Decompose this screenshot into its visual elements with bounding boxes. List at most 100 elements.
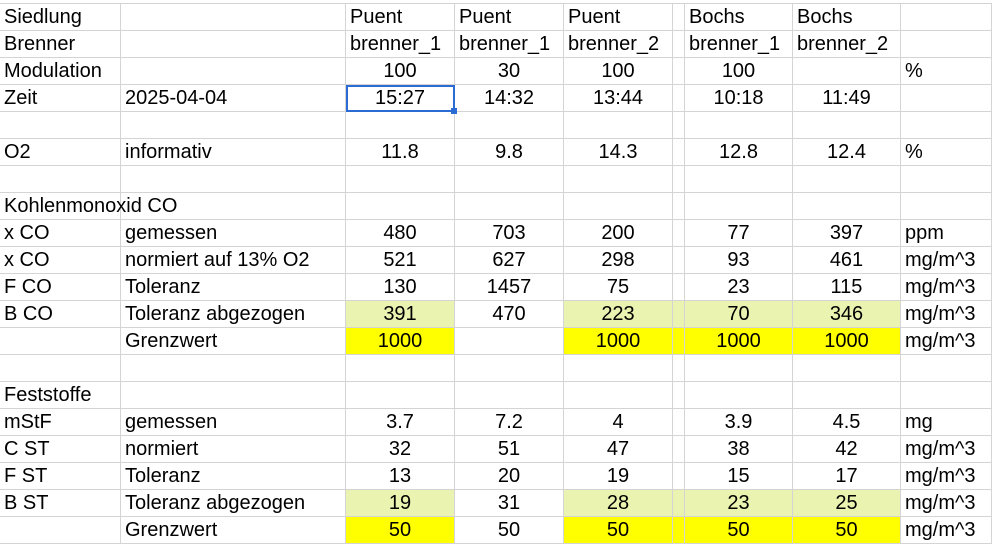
- table-cell[interactable]: [901, 112, 992, 139]
- table-cell[interactable]: 50: [346, 517, 455, 544]
- table-cell[interactable]: [346, 355, 455, 382]
- table-cell[interactable]: [793, 382, 901, 409]
- table-cell[interactable]: brenner_1: [346, 31, 455, 58]
- table-cell[interactable]: 14:32: [455, 85, 564, 112]
- table-cell[interactable]: [673, 409, 685, 436]
- table-cell[interactable]: Grenzwert: [121, 517, 346, 544]
- table-cell[interactable]: [673, 436, 685, 463]
- table-cell[interactable]: 70: [685, 301, 793, 328]
- table-cell[interactable]: 200: [564, 220, 673, 247]
- table-cell[interactable]: [121, 166, 346, 193]
- table-cell[interactable]: [121, 31, 346, 58]
- table-cell[interactable]: Toleranz: [121, 463, 346, 490]
- table-cell[interactable]: [0, 355, 121, 382]
- table-cell[interactable]: [564, 382, 673, 409]
- table-cell[interactable]: 31: [455, 490, 564, 517]
- table-cell[interactable]: 461: [793, 247, 901, 274]
- table-cell[interactable]: 7.2: [455, 409, 564, 436]
- table-cell[interactable]: 3.7: [346, 409, 455, 436]
- table-cell[interactable]: O2: [0, 139, 121, 166]
- table-cell[interactable]: Bochs: [685, 4, 793, 31]
- table-cell[interactable]: 14.3: [564, 139, 673, 166]
- table-cell[interactable]: [793, 193, 901, 220]
- table-cell[interactable]: [121, 58, 346, 85]
- table-cell[interactable]: [685, 382, 793, 409]
- table-cell[interactable]: 4.5: [793, 409, 901, 436]
- table-cell[interactable]: x CO: [0, 247, 121, 274]
- table-cell[interactable]: mg/m^3: [901, 436, 992, 463]
- table-cell[interactable]: brenner_2: [564, 31, 673, 58]
- table-cell[interactable]: 130: [346, 274, 455, 301]
- table-cell[interactable]: [673, 31, 685, 58]
- table-cell[interactable]: gemessen: [121, 409, 346, 436]
- table-cell[interactable]: 15:27: [346, 85, 455, 112]
- table-cell[interactable]: 32: [346, 436, 455, 463]
- table-cell[interactable]: mg/m^3: [901, 328, 992, 355]
- table-cell[interactable]: 9.8: [455, 139, 564, 166]
- table-cell[interactable]: 1457: [455, 274, 564, 301]
- table-cell[interactable]: 1000: [564, 328, 673, 355]
- table-cell[interactable]: [673, 112, 685, 139]
- table-cell[interactable]: 13:44: [564, 85, 673, 112]
- table-cell[interactable]: 51: [455, 436, 564, 463]
- table-cell[interactable]: [673, 139, 685, 166]
- table-cell[interactable]: [793, 166, 901, 193]
- table-cell[interactable]: 17: [793, 463, 901, 490]
- table-cell[interactable]: [346, 193, 455, 220]
- table-cell[interactable]: F ST: [0, 463, 121, 490]
- table-cell[interactable]: [673, 463, 685, 490]
- table-cell[interactable]: 100: [564, 58, 673, 85]
- table-cell[interactable]: mg/m^3: [901, 247, 992, 274]
- table-cell[interactable]: [901, 355, 992, 382]
- table-cell[interactable]: 25: [793, 490, 901, 517]
- table-cell[interactable]: [901, 382, 992, 409]
- table-cell[interactable]: x CO: [0, 220, 121, 247]
- table-cell[interactable]: 346: [793, 301, 901, 328]
- table-cell[interactable]: 42: [793, 436, 901, 463]
- table-cell[interactable]: 75: [564, 274, 673, 301]
- table-cell[interactable]: [793, 112, 901, 139]
- table-cell[interactable]: mg/m^3: [901, 517, 992, 544]
- table-cell[interactable]: Toleranz: [121, 274, 346, 301]
- table-cell[interactable]: 93: [685, 247, 793, 274]
- table-cell[interactable]: brenner_1: [455, 31, 564, 58]
- table-cell[interactable]: 77: [685, 220, 793, 247]
- table-cell[interactable]: [673, 382, 685, 409]
- table-cell[interactable]: [564, 112, 673, 139]
- table-cell[interactable]: [901, 4, 992, 31]
- table-cell[interactable]: 23: [685, 274, 793, 301]
- table-cell[interactable]: F CO: [0, 274, 121, 301]
- table-cell[interactable]: 20: [455, 463, 564, 490]
- table-cell[interactable]: [673, 490, 685, 517]
- table-cell[interactable]: 298: [564, 247, 673, 274]
- table-cell[interactable]: 627: [455, 247, 564, 274]
- table-cell[interactable]: 19: [564, 463, 673, 490]
- table-cell[interactable]: [685, 193, 793, 220]
- table-cell[interactable]: [346, 382, 455, 409]
- table-cell[interactable]: ppm: [901, 220, 992, 247]
- table-cell[interactable]: [0, 517, 121, 544]
- table-cell[interactable]: Grenzwert: [121, 328, 346, 355]
- table-cell[interactable]: mStF: [0, 409, 121, 436]
- table-cell[interactable]: [564, 193, 673, 220]
- table-cell[interactable]: 223: [564, 301, 673, 328]
- table-cell[interactable]: [673, 247, 685, 274]
- table-cell[interactable]: Siedlung: [0, 4, 121, 31]
- table-cell[interactable]: [901, 31, 992, 58]
- table-cell[interactable]: [673, 301, 685, 328]
- table-cell[interactable]: 47: [564, 436, 673, 463]
- table-cell[interactable]: %: [901, 58, 992, 85]
- table-cell[interactable]: [455, 166, 564, 193]
- table-cell[interactable]: 50: [793, 517, 901, 544]
- table-cell[interactable]: 15: [685, 463, 793, 490]
- table-cell[interactable]: 11:49: [793, 85, 901, 112]
- table-cell[interactable]: [346, 112, 455, 139]
- table-cell[interactable]: [455, 193, 564, 220]
- table-cell[interactable]: Brenner: [0, 31, 121, 58]
- table-cell[interactable]: [0, 166, 121, 193]
- table-cell[interactable]: brenner_1: [685, 31, 793, 58]
- table-cell[interactable]: [673, 517, 685, 544]
- table-cell[interactable]: 1000: [685, 328, 793, 355]
- table-cell[interactable]: 3.9: [685, 409, 793, 436]
